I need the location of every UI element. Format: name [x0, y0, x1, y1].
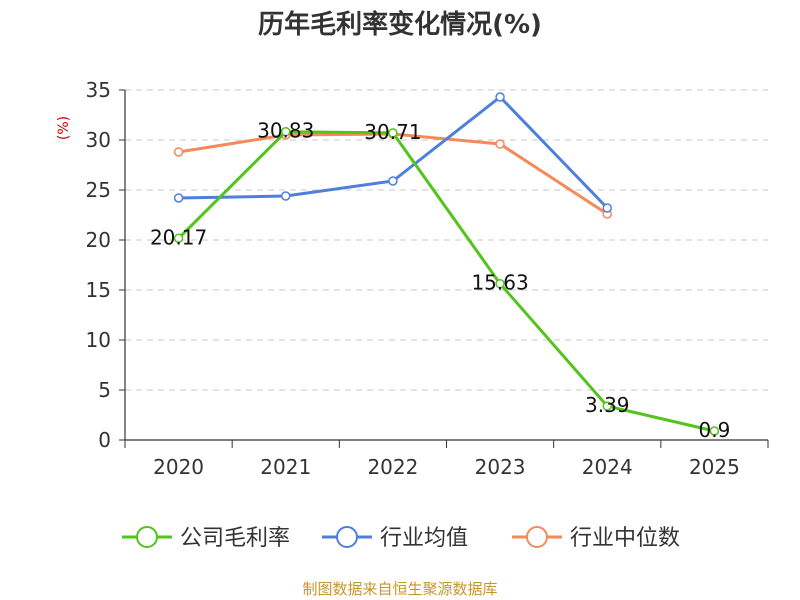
series-line: [178, 95, 609, 210]
data-point: [602, 203, 612, 213]
y-tick-label: 15: [86, 278, 111, 302]
legend-marker: [336, 526, 358, 548]
series-line: [177, 130, 715, 433]
x-tick-label: 2022: [367, 455, 418, 479]
data-point: [281, 126, 291, 137]
x-tick-label: 2025: [689, 455, 740, 479]
data-label: 30.71: [364, 120, 421, 144]
y-tick-label: 20: [86, 228, 111, 252]
data-label: 15.63: [471, 271, 528, 295]
legend: 公司毛利率 行业均值 行业中位数: [122, 526, 680, 551]
legend-item[interactable]: 公司毛利率: [122, 526, 290, 551]
data-point: [602, 401, 612, 411]
data-label: 0.9: [699, 418, 731, 442]
data-label: 3.39: [585, 393, 630, 417]
chart-title: 历年毛利率变化情况(%): [258, 9, 542, 40]
data-point: [388, 128, 398, 138]
y-tick-label: 30: [86, 128, 111, 152]
x-tick-label: 2020: [153, 455, 204, 479]
x-tick-label: 2024: [582, 455, 633, 479]
series-group: [173, 92, 720, 436]
legend-label: 公司毛利率: [180, 526, 290, 551]
data-point: [173, 233, 184, 244]
x-tick-label: 2023: [475, 455, 526, 479]
y-tick-label: 5: [98, 378, 111, 402]
legend-marker: [136, 526, 158, 548]
data-point: [173, 147, 184, 157]
data-label: 30.83: [257, 119, 314, 143]
x-tick-label: 2021: [260, 455, 311, 479]
y-axis-label: (%): [56, 116, 72, 140]
grid-lines: [125, 89, 768, 391]
data-point: [495, 278, 505, 289]
data-label: 20.17: [150, 225, 207, 249]
data-labels: 20.17 30.83 30.71 15.63 3.39 0.9: [150, 119, 730, 442]
y-tick-label: 0: [98, 428, 111, 452]
y-tick-label: 10: [86, 328, 111, 352]
legend-marker: [526, 526, 548, 548]
data-point: [281, 191, 291, 201]
data-point: [709, 426, 720, 436]
legend-label: 行业中位数: [570, 526, 680, 551]
legend-item[interactable]: 行业中位数: [512, 526, 680, 551]
data-point: [495, 139, 505, 149]
source-note: 制图数据来自恒生聚源数据库: [302, 580, 497, 598]
y-tick-label: 35: [86, 78, 111, 102]
legend-item[interactable]: 行业均值: [322, 526, 468, 551]
data-point: [173, 193, 184, 203]
y-tick-label: 25: [86, 178, 111, 202]
data-point: [388, 176, 398, 186]
data-point: [495, 92, 505, 102]
legend-label: 行业均值: [380, 526, 468, 551]
